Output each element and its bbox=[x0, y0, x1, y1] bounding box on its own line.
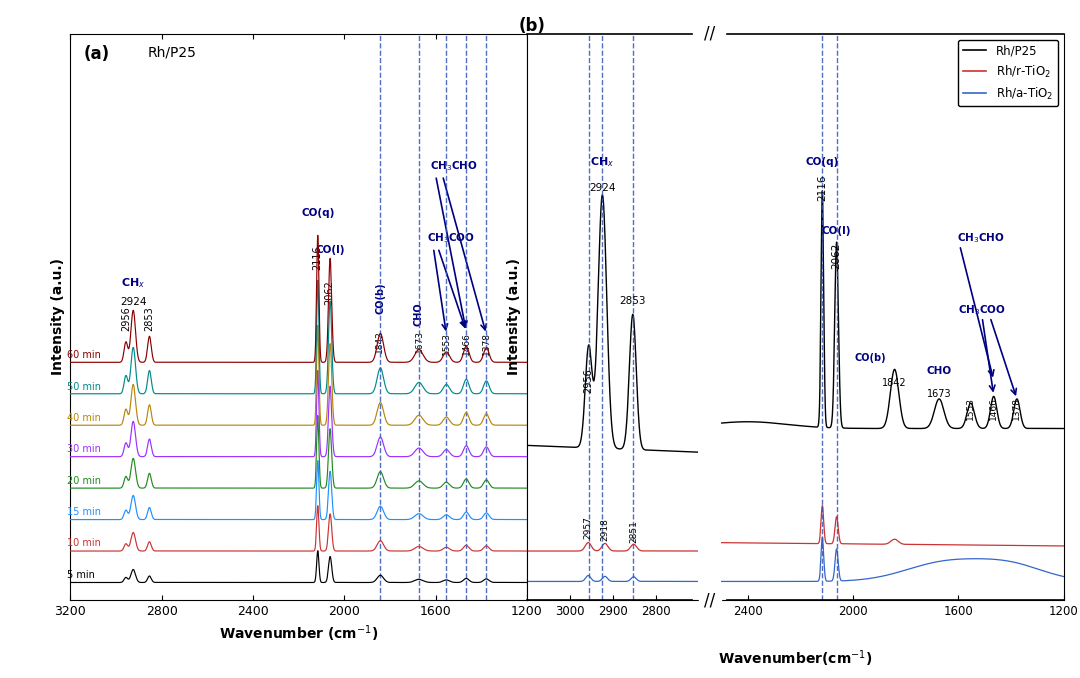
Text: 5 min: 5 min bbox=[67, 570, 95, 580]
Text: Rh/P25: Rh/P25 bbox=[148, 45, 197, 59]
Text: (b): (b) bbox=[518, 17, 545, 35]
Text: 2918: 2918 bbox=[600, 518, 609, 541]
Text: 40 min: 40 min bbox=[67, 413, 100, 423]
Y-axis label: Intensity (a.u.): Intensity (a.u.) bbox=[51, 258, 65, 376]
Text: 2853: 2853 bbox=[145, 306, 154, 332]
Text: CH$_3$COO: CH$_3$COO bbox=[958, 303, 1007, 317]
Text: 1553: 1553 bbox=[967, 397, 975, 420]
Text: 2062: 2062 bbox=[832, 243, 841, 269]
Text: CH$_x$: CH$_x$ bbox=[591, 155, 615, 169]
Text: Wavenumber(cm$^{-1}$): Wavenumber(cm$^{-1}$) bbox=[718, 649, 873, 669]
Text: CO(b): CO(b) bbox=[854, 353, 886, 363]
Text: 1553: 1553 bbox=[442, 332, 450, 355]
Text: 50 min: 50 min bbox=[67, 382, 100, 392]
Text: 2956: 2956 bbox=[583, 369, 594, 393]
Text: 1378: 1378 bbox=[482, 332, 491, 355]
Text: 60 min: 60 min bbox=[67, 351, 100, 360]
Text: 1466: 1466 bbox=[989, 397, 998, 420]
Text: CHO: CHO bbox=[414, 302, 424, 325]
Text: 1673: 1673 bbox=[927, 389, 951, 399]
Text: 2116: 2116 bbox=[312, 245, 322, 270]
Text: CO(b): CO(b) bbox=[376, 283, 386, 314]
Text: CO(l): CO(l) bbox=[315, 245, 345, 256]
Text: 2851: 2851 bbox=[630, 520, 638, 543]
Text: CH$_3$COO: CH$_3$COO bbox=[427, 231, 474, 245]
Text: CO(q): CO(q) bbox=[806, 157, 839, 167]
Text: CO(l): CO(l) bbox=[822, 226, 851, 236]
Text: 2924: 2924 bbox=[120, 298, 147, 307]
Text: 2957: 2957 bbox=[584, 516, 593, 538]
Text: CHO: CHO bbox=[927, 365, 951, 376]
X-axis label: Wavenumber (cm$^{-1}$): Wavenumber (cm$^{-1}$) bbox=[219, 624, 378, 644]
Text: CH$_x$: CH$_x$ bbox=[121, 277, 146, 290]
Text: 2062: 2062 bbox=[324, 280, 335, 304]
Text: 1673: 1673 bbox=[415, 330, 423, 353]
Text: 1842: 1842 bbox=[882, 378, 907, 388]
Text: 1842: 1842 bbox=[375, 330, 384, 353]
Text: 10 min: 10 min bbox=[67, 538, 100, 549]
Y-axis label: Intensity (a.u.): Intensity (a.u.) bbox=[508, 258, 522, 376]
Text: 20 min: 20 min bbox=[67, 476, 100, 485]
Text: CO(q): CO(q) bbox=[301, 208, 335, 218]
Text: 2116: 2116 bbox=[818, 175, 827, 201]
Text: 15 min: 15 min bbox=[67, 507, 100, 517]
Text: 1466: 1466 bbox=[462, 332, 471, 355]
Text: 2853: 2853 bbox=[620, 296, 646, 306]
Legend: Rh/P25, Rh/r-TiO$_2$, Rh/a-TiO$_2$: Rh/P25, Rh/r-TiO$_2$, Rh/a-TiO$_2$ bbox=[958, 40, 1058, 106]
Text: //: // bbox=[704, 25, 715, 43]
Text: 30 min: 30 min bbox=[67, 444, 100, 454]
Text: 2956: 2956 bbox=[121, 306, 131, 332]
Text: CH$_3$CHO: CH$_3$CHO bbox=[957, 231, 1004, 245]
Text: CH$_3$CHO: CH$_3$CHO bbox=[430, 159, 477, 172]
Text: (a): (a) bbox=[84, 45, 110, 63]
Text: //: // bbox=[704, 591, 715, 609]
Text: 2924: 2924 bbox=[590, 182, 616, 193]
Text: 1378: 1378 bbox=[1012, 397, 1022, 420]
